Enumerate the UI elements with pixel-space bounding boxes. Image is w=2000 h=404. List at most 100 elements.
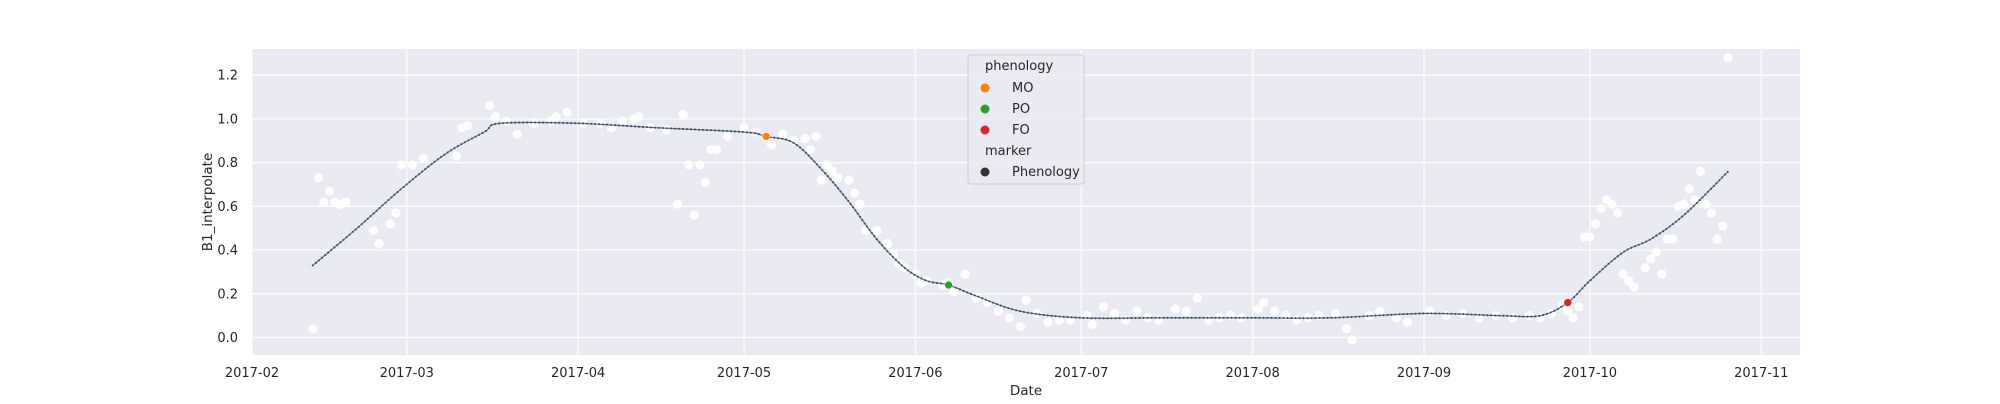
curve-sample-dot — [826, 175, 829, 178]
raw-point — [1629, 282, 1639, 292]
raw-point — [463, 120, 473, 131]
curve-sample-dot — [602, 123, 605, 126]
curve-sample-dot — [375, 209, 378, 212]
curve-sample-dot — [1266, 316, 1269, 319]
curve-sample-dot — [366, 217, 369, 220]
curve-sample-dot — [1214, 316, 1217, 319]
curve-sample-dot — [1338, 316, 1341, 319]
raw-point — [634, 112, 644, 122]
x-tick-label: 2017-10 — [1563, 366, 1617, 381]
curve-sample-dot — [1715, 182, 1718, 185]
curve-sample-dot — [1254, 316, 1257, 319]
curve-sample-dot — [1604, 265, 1607, 268]
curve-sample-dot — [456, 145, 459, 148]
curve-sample-dot — [1014, 309, 1018, 312]
curve-sample-dot — [357, 225, 360, 228]
curve-sample-dot — [570, 122, 573, 125]
curve-sample-dot — [813, 160, 816, 163]
raw-point — [662, 125, 672, 135]
curve-sample-dot — [1170, 316, 1173, 319]
curve-sample-dot — [1578, 290, 1581, 293]
curve-sample-dot — [1026, 311, 1029, 314]
raw-point — [1684, 184, 1695, 194]
curve-sample-dot — [369, 215, 372, 218]
curve-sample-dot — [1102, 317, 1105, 320]
curve-sample-dot — [1601, 268, 1604, 271]
raw-point — [800, 134, 810, 144]
raw-point — [1651, 247, 1661, 257]
raw-point — [1032, 308, 1042, 319]
curve-sample-dot — [638, 125, 641, 128]
curve-sample-dot — [470, 137, 474, 140]
curve-sample-dot — [969, 292, 972, 296]
raw-point — [872, 225, 882, 236]
phenology-point-fo — [1563, 298, 1573, 307]
curve-sample-dot — [1262, 316, 1265, 319]
curve-sample-dot — [677, 127, 681, 130]
curve-sample-dot — [440, 155, 443, 159]
curve-sample-dot — [873, 235, 876, 238]
raw-point — [1646, 254, 1656, 264]
raw-point — [512, 129, 522, 139]
curve-sample-dot — [900, 264, 903, 267]
raw-point — [673, 199, 683, 209]
curve-sample-dot — [474, 135, 477, 138]
raw-point — [308, 324, 318, 334]
raw-point — [418, 153, 428, 163]
curve-sample-dot — [1090, 317, 1093, 320]
curve-sample-dot — [606, 123, 609, 126]
raw-point — [722, 131, 733, 142]
curve-sample-dot — [861, 219, 864, 222]
curve-sample-dot — [1138, 316, 1141, 320]
raw-point — [1668, 234, 1678, 244]
curve-sample-dot — [1190, 316, 1193, 319]
curve-sample-dot — [842, 193, 845, 196]
raw-point — [689, 210, 699, 220]
curve-sample-dot — [1668, 225, 1671, 228]
curve-sample-dot — [1534, 315, 1537, 318]
curve-sample-dot — [1134, 316, 1137, 320]
raw-point — [778, 129, 788, 139]
raw-point — [1706, 208, 1717, 218]
curve-sample-dot — [1701, 196, 1704, 199]
curve-sample-dot — [351, 230, 354, 234]
curve-sample-dot — [1648, 238, 1651, 241]
curve-sample-dot — [1058, 315, 1061, 318]
curve-sample-dot — [339, 241, 342, 244]
legend-title-phenology: phenology — [985, 59, 1053, 74]
y-tick-label: 0.2 — [217, 287, 238, 302]
raw-point — [617, 116, 628, 126]
curve-sample-dot — [399, 188, 402, 191]
legend-label-mo: MO — [1012, 81, 1033, 96]
curve-sample-dot — [697, 128, 701, 131]
curve-sample-dot — [1462, 313, 1465, 316]
curve-sample-dot — [1062, 315, 1065, 318]
raw-point — [844, 175, 854, 185]
curve-sample-dot — [1366, 315, 1369, 318]
curve-sample-dot — [1358, 315, 1361, 318]
curve-sample-dot — [530, 121, 533, 124]
raw-point — [850, 188, 860, 198]
curve-sample-dot — [821, 169, 824, 172]
curve-sample-dot — [582, 122, 585, 125]
curve-sample-dot — [1322, 316, 1325, 320]
curve-sample-dot — [546, 121, 549, 124]
curve-sample-dot — [506, 121, 509, 124]
curve-sample-dot — [1498, 314, 1501, 317]
legend-marker-po — [980, 104, 990, 114]
curve-sample-dot — [685, 128, 689, 131]
curve-sample-dot — [1230, 316, 1233, 319]
curve-sample-dot — [713, 129, 717, 132]
curve-sample-dot — [446, 151, 449, 154]
curve-sample-dot — [1282, 316, 1285, 320]
raw-point — [1170, 304, 1180, 314]
curve-sample-dot — [550, 121, 553, 124]
curve-sample-dot — [1226, 316, 1229, 319]
curve-sample-dot — [1370, 314, 1373, 317]
curve-sample-dot — [1466, 313, 1469, 316]
curve-sample-dot — [1718, 179, 1721, 182]
curve-sample-dot — [1610, 260, 1613, 263]
curve-sample-dot — [1402, 313, 1405, 316]
curve-sample-dot — [1390, 313, 1393, 316]
curve-sample-dot — [824, 172, 827, 175]
